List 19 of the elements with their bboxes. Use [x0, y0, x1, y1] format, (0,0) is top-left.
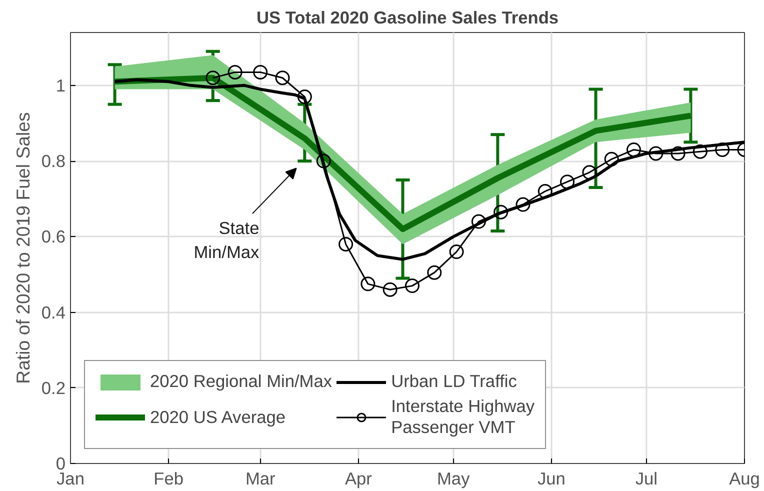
x-tick-label: Jun [538, 468, 566, 488]
y-tick-label: 0.2 [41, 378, 66, 398]
chart-title: US Total 2020 Gasoline Sales Trends [256, 8, 559, 28]
x-tick-label: Jul [635, 468, 658, 488]
x-tick-label: Aug [729, 468, 760, 488]
legend-label: 2020 Regional Min/Max [150, 371, 332, 392]
annotation: State Min/Max [194, 218, 260, 262]
legend-label: Urban LD Traffic [391, 371, 517, 392]
y-axis-title: Ratio of 2020 to 2019 Fuel Sales [12, 112, 34, 384]
y-tick-label: 0.8 [41, 151, 66, 172]
y-tick-label: 1 [56, 75, 66, 96]
x-tick-label: May [437, 468, 470, 488]
y-tick-label: 0.6 [41, 226, 66, 247]
legend-label: Interstate Highway Passenger VMT [391, 396, 535, 438]
y-tick-label: 0.4 [41, 302, 66, 322]
x-tick-label: Mar [245, 468, 276, 488]
x-tick-label: Feb [154, 468, 184, 488]
x-tick-label: Apr [344, 468, 372, 488]
legend-label: 2020 US Average [150, 406, 286, 428]
